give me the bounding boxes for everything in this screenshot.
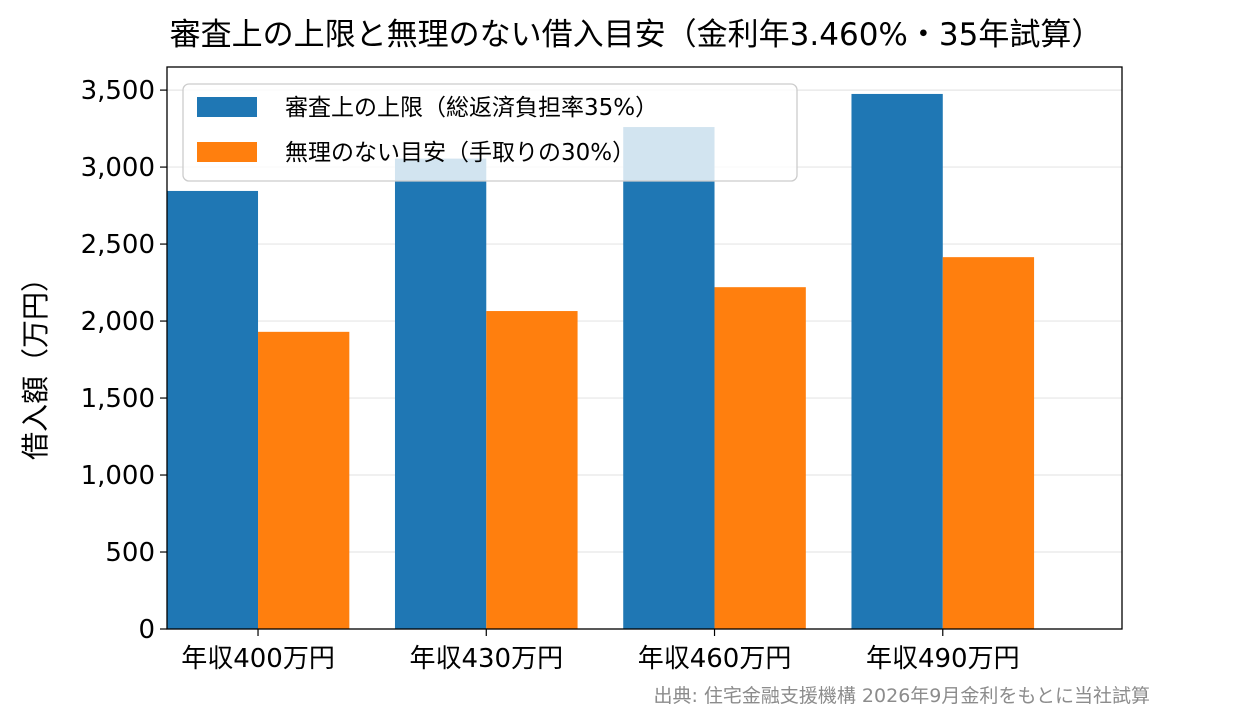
legend-box — [182, 83, 798, 182]
legend-swatch-comfortable-budget — [197, 142, 257, 162]
legend-swatch-screening-limit — [197, 97, 257, 117]
bar-comfortable-budget — [714, 287, 806, 629]
legend: 審査上の上限（総返済負担率35%） 無理のない目安（手取りの30%） — [182, 83, 798, 182]
x-tick-label: 年収490万円 — [866, 644, 1020, 674]
y-tick-label: 3,000 — [81, 153, 155, 183]
legend-label-screening-limit: 審査上の上限（総返済負担率35%） — [285, 95, 658, 121]
bar-comfortable-budget — [486, 311, 578, 629]
bar-comfortable-budget — [258, 331, 350, 629]
x-tick-label: 年収430万円 — [409, 644, 563, 674]
x-tick-label: 年収400万円 — [181, 644, 335, 674]
x-tick-label: 年収460万円 — [638, 644, 792, 674]
y-tick-label: 500 — [105, 538, 155, 568]
plot-frame — [166, 66, 1123, 630]
bar-screening-limit — [851, 93, 943, 630]
bar-screening-limit — [623, 127, 715, 629]
x-axis-ticks: 年収400万円 年収430万円 年収460万円 年収490万円 — [181, 629, 1020, 674]
bar-screening-limit — [166, 190, 259, 630]
bar-screening-limit — [394, 158, 487, 629]
bars — [166, 93, 1035, 630]
y-tick-label: 0 — [138, 615, 155, 645]
y-tick-label: 1,000 — [81, 461, 155, 491]
y-axis-label: 借入額（万円） — [19, 264, 52, 460]
source-note: 出典: 住宅金融支援機構 2026年9月金利をもとに当社試算 — [653, 685, 1150, 707]
y-tick-label: 2,000 — [81, 307, 155, 337]
y-tick-label: 3,500 — [81, 76, 155, 106]
y-axis-ticks: 0 500 1,000 1,500 2,000 2,500 3,000 3,500 — [81, 76, 167, 645]
chart-title: 審査上の上限と無理のない借入目安（金利年3.460%・35年試算） — [170, 17, 1103, 53]
y-tick-label: 1,500 — [81, 384, 155, 414]
legend-label-comfortable-budget: 無理のない目安（手取りの30%） — [285, 140, 635, 166]
bar-comfortable-budget — [942, 257, 1035, 629]
y-tick-label: 2,500 — [81, 230, 155, 260]
